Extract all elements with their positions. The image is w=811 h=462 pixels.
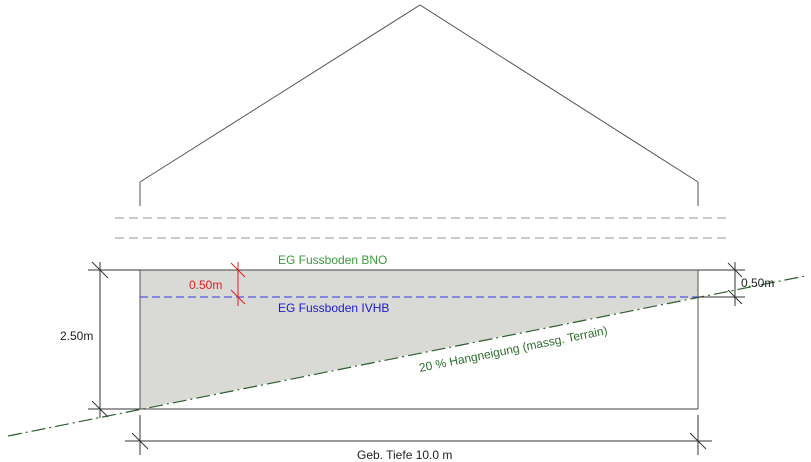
floor-ivhb-label: EG Fussboden IVHB bbox=[278, 301, 389, 315]
dim-left-tick-top bbox=[91, 261, 109, 279]
roof-gable bbox=[139, 4, 699, 183]
dim-red-tick-top bbox=[230, 262, 246, 278]
dim-red-tick-bottom bbox=[230, 289, 246, 305]
height-left-label: 2.50m bbox=[60, 329, 93, 343]
depth-label: Geb. Tiefe 10.0 m bbox=[357, 448, 452, 462]
dim-bottom-tick-left bbox=[131, 432, 149, 450]
dim-left-tick-bottom bbox=[91, 400, 109, 418]
offset-right-label: 0.50m bbox=[741, 276, 774, 290]
terrain-line bbox=[7, 275, 806, 437]
dim-right-tick-bottom bbox=[727, 289, 743, 305]
dim-bottom-tick-right bbox=[689, 432, 707, 450]
floor-bno-label: EG Fussboden BNO bbox=[278, 253, 387, 267]
basement-fill bbox=[140, 270, 698, 409]
dim-right-tick-top bbox=[727, 262, 743, 278]
offset-left-label: 0.50m bbox=[189, 278, 222, 292]
